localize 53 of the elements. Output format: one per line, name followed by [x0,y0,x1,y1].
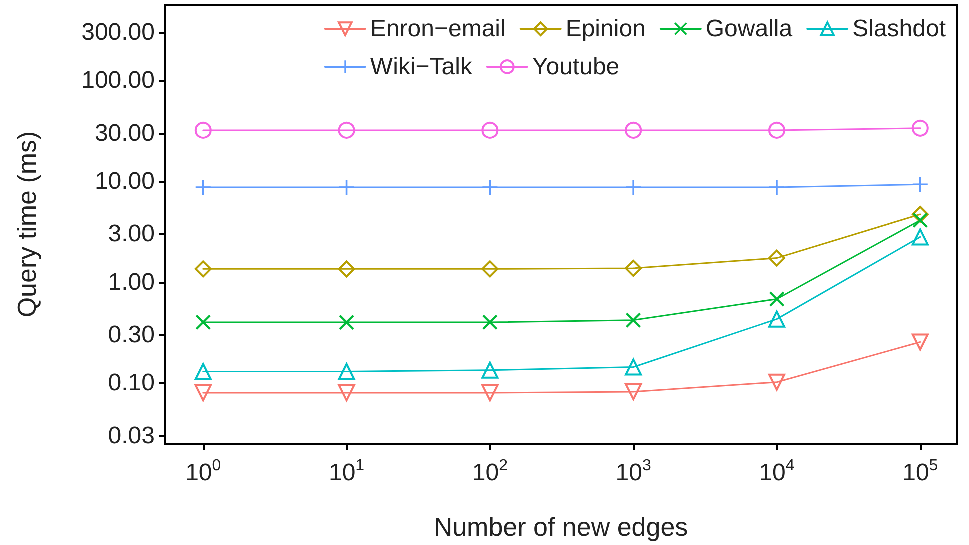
y-axis-title: Query time (ms) [12,131,42,318]
legend-label: Enron−email [370,16,506,42]
point [339,180,354,196]
y-tick-label: 0.30 [108,322,155,349]
point [769,180,784,196]
legend-label: Epinion [566,16,646,42]
point [339,314,354,330]
point [912,212,928,228]
legend-label: Slashdot [852,16,946,42]
point [912,120,929,137]
point [482,260,499,278]
y-tick-label: 300.00 [82,18,155,46]
point [338,122,356,139]
legend-label: Wiki−Talk [370,54,474,80]
point [768,310,786,328]
point [912,334,929,351]
point [482,384,499,402]
point [625,358,642,376]
point [769,292,784,307]
point [196,314,211,330]
point [626,312,642,328]
point [482,180,498,196]
point [768,122,786,139]
legend-label: Youtube [532,54,620,80]
point [338,260,356,278]
point [194,363,212,380]
point [194,260,212,278]
point [194,122,212,139]
point [625,383,642,400]
point [912,206,929,224]
point [482,362,499,379]
y-tick-label: 3.00 [108,220,155,248]
y-tick-label: 1.00 [108,268,155,296]
point [768,374,786,391]
point [482,122,499,139]
point [482,314,498,330]
point [626,180,642,196]
point [338,363,356,380]
point [625,122,642,139]
point [912,177,928,192]
point [912,228,929,246]
y-tick-label: 10.00 [94,168,155,195]
point [196,180,211,196]
y-tick-label: 30.00 [94,120,155,147]
y-tick-label: 0.10 [108,370,155,397]
point [768,250,786,267]
point [625,260,642,278]
point [194,384,212,402]
y-tick-label: 0.03 [108,422,155,450]
legend-label: Gowalla [706,16,794,42]
y-tick-label: 100.00 [82,67,155,94]
x-axis-title: Number of new edges [434,512,688,542]
point [338,384,356,402]
